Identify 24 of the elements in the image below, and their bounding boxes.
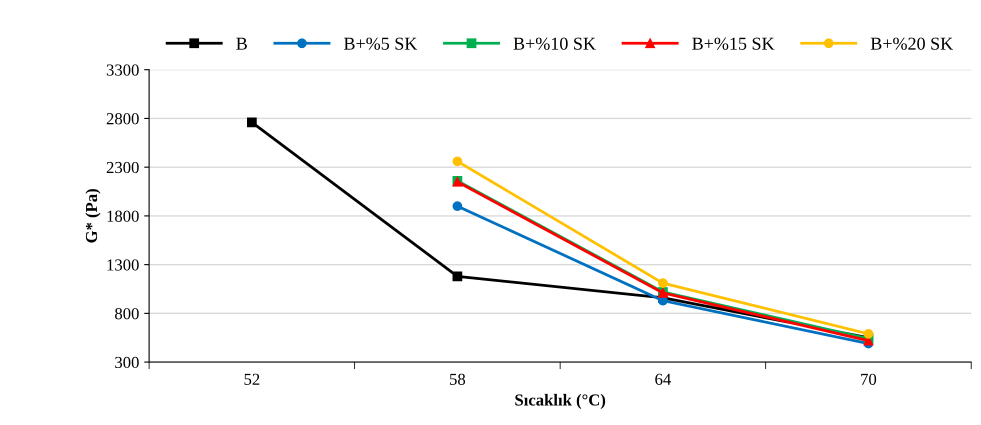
point [658,278,668,288]
y-tick-label: 2800 [106,113,139,124]
point [247,117,257,128]
y-tick-label: 3300 [106,64,139,76]
legend-label: B+%10 SK [514,38,596,50]
x-axis-title: Sıcaklık (°C) [515,394,606,409]
legend-label: B+%15 SK [692,38,774,50]
x-tick-label: 70 [861,374,876,385]
y-tick-label: 1800 [108,210,139,222]
point [452,201,462,212]
x-tick-label: 52 [244,374,260,385]
x-tick-label: 64 [655,374,671,385]
legend-label: B+%5 SK [344,38,418,50]
y-tick-label: 2300 [106,162,139,174]
y-axis-title: G* (Pa) [85,189,100,243]
point [452,271,462,282]
x-tick-label: 58 [450,374,466,385]
y-tick-label: 300 [115,356,139,368]
point [864,328,874,339]
legend-label: B+%20 SK [870,38,953,50]
legend-label: B [236,38,247,50]
y-tick-label: 1300 [108,259,139,271]
y-tick-label: 800 [115,308,139,320]
point [452,156,462,166]
